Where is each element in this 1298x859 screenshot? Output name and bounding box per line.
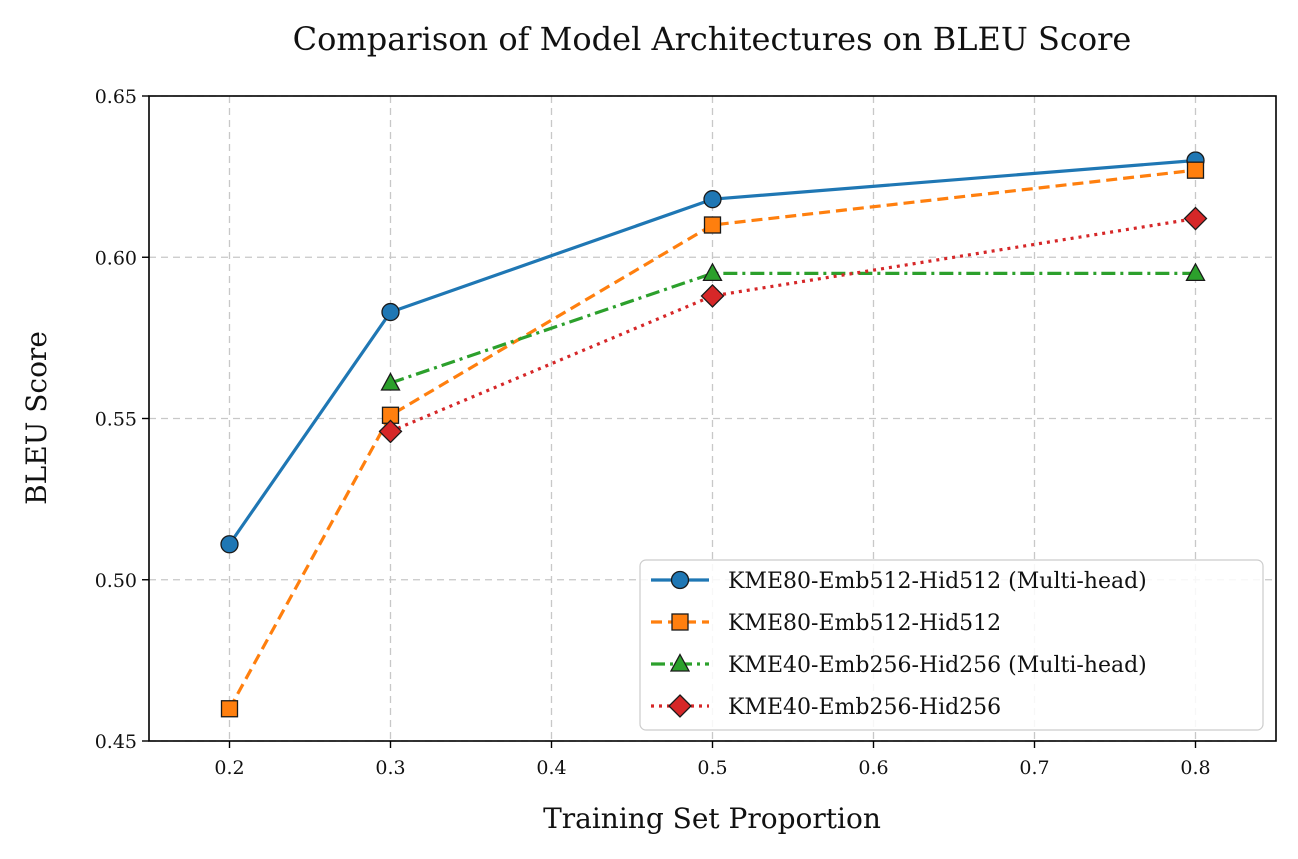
legend-item: KME80-Emb512-Hid512 (Multi-head) (651, 569, 1147, 594)
legend: KME80-Emb512-Hid512 (Multi-head) KME80-Em… (639, 559, 1264, 731)
data-point (220, 535, 239, 554)
axis-ticks: 0.2 0.3 0.4 0.5 0.6 0.7 0.8 0.45 0.50 0.55 0.60 0.6… (95, 86, 1211, 779)
legend-label: KME40-Emb256-Hid256 (Multi-head) (728, 653, 1147, 678)
legend-marker (671, 613, 689, 631)
chart-title: Comparison of Model Architectures on BLE… (293, 20, 1132, 58)
data-point (378, 419, 403, 444)
legend-label: KME80-Emb512-Hid512 (728, 611, 1001, 636)
legend-marker (668, 694, 692, 718)
data-point (1183, 206, 1208, 231)
series-line (389, 216, 1196, 433)
data-point (703, 216, 722, 234)
y-axis-label: BLEU Score (20, 331, 53, 505)
series-line (228, 158, 1196, 546)
x-tick-label: 0.4 (536, 757, 566, 779)
series-3 (380, 262, 1206, 391)
data-point (702, 262, 723, 282)
series-line (389, 271, 1196, 385)
data-point (1186, 161, 1205, 179)
legend-label: KME80-Emb512-Hid512 (Multi-head) (728, 569, 1147, 594)
legend-label: KME40-Emb256-Hid256 (728, 695, 1001, 720)
x-tick-label: 0.3 (375, 757, 405, 779)
x-axis-label: Training Set Proportion (543, 802, 881, 835)
data-point (381, 302, 400, 322)
y-tick-label: 0.65 (95, 86, 137, 108)
y-tick-label: 0.55 (95, 409, 137, 431)
series-layer (220, 151, 1208, 718)
x-tick-label: 0.8 (1180, 757, 1210, 779)
data-point (703, 190, 722, 209)
data-point (380, 372, 401, 391)
data-point (220, 700, 239, 718)
legend-item: KME80-Emb512-Hid512 (651, 611, 1001, 636)
x-tick-label: 0.6 (858, 757, 888, 779)
legend-marker (669, 653, 691, 672)
legend-marker (670, 570, 690, 590)
series-4 (378, 206, 1208, 444)
legend-box (639, 559, 1264, 731)
y-tick-label: 0.60 (95, 247, 137, 269)
legend-entries: KME80-Emb512-Hid512 (Multi-head) KME80-Em… (651, 569, 1147, 720)
y-tick-label: 0.45 (95, 731, 137, 753)
legend-item: KME40-Emb256-Hid256 (651, 694, 1001, 720)
data-point (1185, 262, 1206, 282)
series-2 (220, 161, 1205, 718)
legend-item: KME40-Emb256-Hid256 (Multi-head) (651, 653, 1147, 678)
x-tick-label: 0.7 (1019, 757, 1049, 779)
x-tick-label: 0.5 (697, 757, 727, 779)
data-point (700, 284, 725, 308)
x-tick-label: 0.2 (214, 757, 244, 779)
y-tick-label: 0.50 (95, 570, 137, 592)
